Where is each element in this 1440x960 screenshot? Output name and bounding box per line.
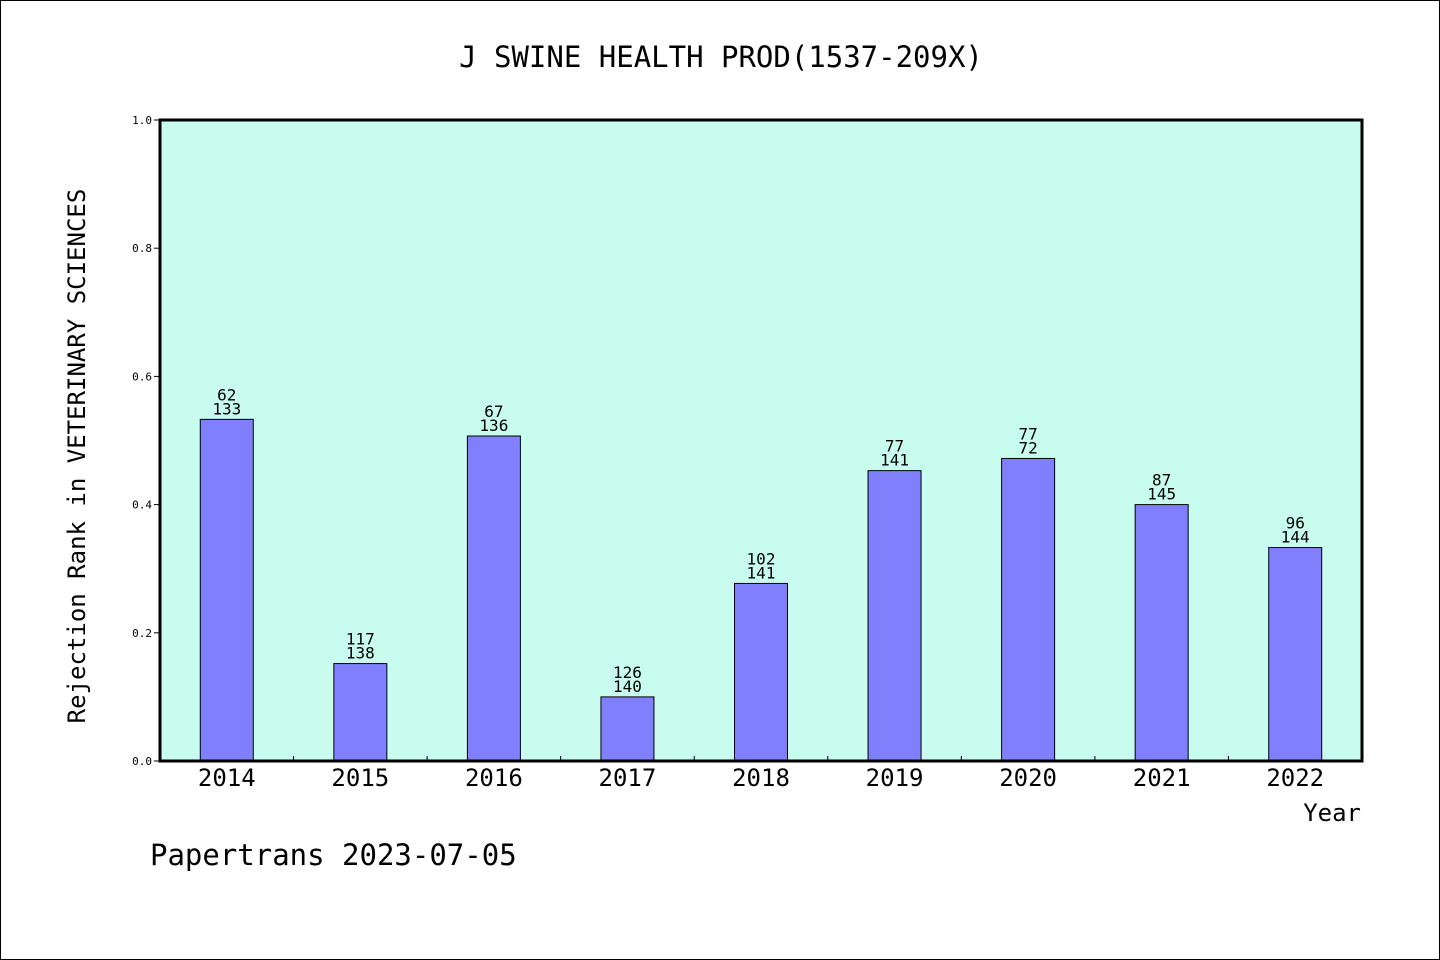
bar-label-top: 77: [885, 437, 904, 456]
y-tick-label: 0.4: [132, 499, 152, 512]
y-axis-label: Rejection Rank in VETERINARY SCIENCES: [63, 189, 91, 724]
x-tick-label: 2021: [1133, 764, 1191, 792]
bar-label-bottom: 138: [346, 644, 375, 663]
bar-label-bottom: 144: [1281, 528, 1310, 547]
bar-label-top: 62: [217, 385, 236, 404]
x-tick-label: 2014: [198, 764, 256, 792]
bar-labels: 6213311713867136126140102141771417772871…: [212, 385, 1309, 696]
bar-label-top: 102: [747, 549, 776, 568]
y-tick-label: 1.0: [132, 114, 152, 127]
y-axis-ticks: 0.0 0.2 0.4 0.6 0.8 1.0: [132, 114, 160, 768]
bar-label-top: 96: [1286, 514, 1305, 533]
bar: [333, 663, 388, 762]
x-tick-label: 2017: [599, 764, 657, 792]
y-tick-label: 0.2: [132, 627, 152, 640]
y-tick-label: 0.8: [132, 242, 152, 255]
bar-label-bottom: 141: [880, 451, 909, 470]
x-axis-ticks: 2014 2015 2016 2017 2018 2019 2020 2021 2022: [198, 756, 1324, 792]
bar-label-top: 77: [1018, 424, 1037, 443]
bar-label-bottom: 140: [613, 677, 642, 696]
bar-label-bottom: 133: [212, 399, 241, 418]
y-tick-label: 0.6: [132, 370, 152, 383]
bar: [1001, 457, 1056, 762]
x-tick-label: 2019: [866, 764, 924, 792]
bar: [600, 696, 655, 762]
x-tick-label: 2018: [732, 764, 790, 792]
bar: [466, 435, 521, 762]
x-tick-label: 2020: [999, 764, 1057, 792]
chart-title: J SWINE HEALTH PROD(1537-209X): [459, 40, 983, 74]
bar: [1268, 547, 1323, 762]
bar-series: [199, 418, 1323, 762]
bar-label-top: 117: [346, 630, 375, 649]
bar-label-bottom: 141: [747, 563, 776, 582]
footer-text: Papertrans 2023-07-05: [150, 838, 517, 872]
x-tick-label: 2016: [465, 764, 523, 792]
x-tick-label: 2022: [1266, 764, 1324, 792]
bar: [1134, 504, 1189, 762]
plot-border: [158, 118, 1364, 763]
bar-label-bottom: 145: [1147, 485, 1176, 504]
x-axis-label: Year: [1303, 799, 1361, 827]
bar-label-bottom: 72: [1018, 438, 1037, 457]
bar-label-bottom: 136: [479, 416, 508, 435]
bar-label-top: 67: [484, 402, 503, 421]
bar-label-top: 87: [1152, 471, 1171, 490]
bar-label-top: 126: [613, 663, 642, 682]
x-tick-label: 2015: [331, 764, 389, 792]
bar: [199, 418, 254, 762]
bar: [867, 470, 922, 762]
y-tick-label: 0.0: [132, 755, 152, 768]
bar: [734, 582, 788, 762]
